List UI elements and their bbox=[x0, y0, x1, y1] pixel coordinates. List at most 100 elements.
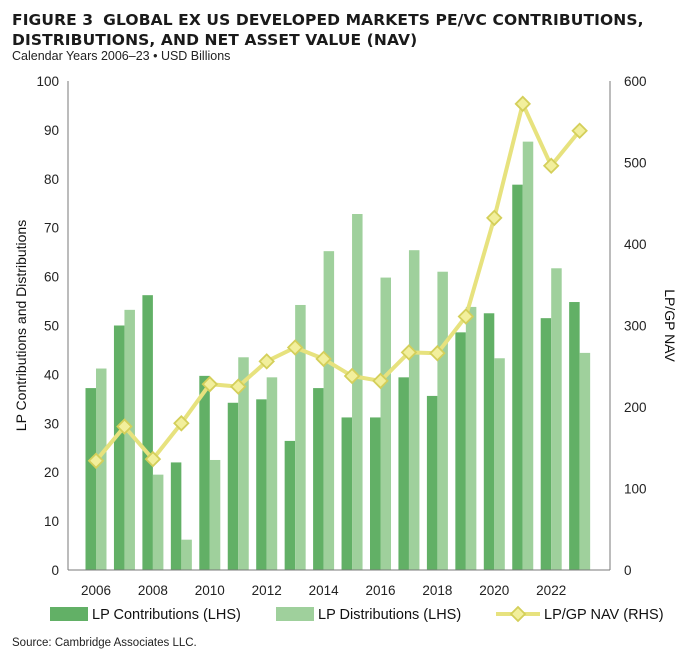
chart-title: FIGURE 3 GLOBAL EX US DEVELOPED MARKETS P… bbox=[12, 10, 692, 50]
y-right-tick-label: 400 bbox=[624, 237, 647, 252]
nav-marker bbox=[173, 415, 190, 432]
distribution-bar bbox=[96, 368, 107, 570]
y-right-tick-label: 500 bbox=[624, 156, 647, 171]
distribution-bar bbox=[579, 352, 591, 570]
distribution-bar bbox=[437, 271, 448, 570]
distribution-bar bbox=[380, 277, 391, 570]
distribution-bar bbox=[238, 357, 249, 570]
y-left-tick-label: 70 bbox=[44, 221, 59, 236]
nav-marker bbox=[286, 339, 304, 356]
nav-marker bbox=[514, 95, 532, 113]
x-tick-label: 2020 bbox=[479, 583, 509, 598]
nav-marker bbox=[201, 375, 219, 393]
contribution-bar bbox=[170, 462, 182, 570]
y-left-tick-label: 40 bbox=[44, 367, 59, 382]
y-right-tick-label: 300 bbox=[624, 319, 647, 334]
nav-marker bbox=[542, 157, 560, 175]
x-tick-label: 2022 bbox=[536, 583, 566, 598]
x-tick-label: 2008 bbox=[138, 583, 168, 598]
distribution-bar bbox=[152, 474, 164, 570]
x-tick-label: 2016 bbox=[365, 583, 395, 598]
nav-marker bbox=[486, 209, 503, 227]
title-text: GLOBAL EX US DEVELOPED MARKETS PE/VC CON… bbox=[12, 11, 644, 49]
x-tick-label: 2012 bbox=[252, 583, 282, 598]
contribution-bar bbox=[569, 302, 580, 570]
distribution-bar bbox=[124, 309, 135, 570]
contribution-bar bbox=[199, 375, 210, 570]
contribution-bar bbox=[426, 395, 438, 570]
y-right-axis-title: LP/GP NAV bbox=[662, 289, 678, 362]
nav-marker bbox=[116, 418, 133, 435]
legend-marker-nav bbox=[509, 605, 527, 623]
legend-swatch-contributions bbox=[50, 607, 88, 621]
distribution-bar bbox=[181, 539, 192, 570]
contribution-bar bbox=[483, 313, 495, 570]
contribution-bar bbox=[540, 318, 552, 570]
y-left-tick-label: 30 bbox=[44, 416, 59, 431]
distribution-bar bbox=[551, 268, 562, 570]
axes-layer bbox=[67, 81, 611, 571]
source-note: Source: Cambridge Associates LLC. bbox=[12, 637, 197, 649]
nav-marker bbox=[571, 122, 588, 139]
contribution-bar bbox=[455, 332, 466, 570]
contribution-bar bbox=[256, 399, 267, 570]
y-right-tick-label: 100 bbox=[624, 482, 647, 497]
distribution-bar bbox=[266, 377, 278, 570]
nav-marker bbox=[229, 378, 247, 395]
nav-marker bbox=[343, 367, 361, 385]
legend: LP Contributions (LHS) LP Distributions (… bbox=[50, 605, 664, 623]
contribution-bar bbox=[113, 325, 125, 570]
nav-marker bbox=[400, 344, 418, 361]
y-right-tick-label: 0 bbox=[624, 563, 632, 578]
distribution-bar bbox=[209, 459, 221, 570]
x-tick-label: 2010 bbox=[195, 583, 225, 598]
chart-subtitle: Calendar Years 2006–23 • USD Billions bbox=[12, 49, 231, 63]
nav-marker bbox=[429, 344, 446, 362]
y-left-tick-label: 20 bbox=[44, 465, 59, 480]
y-right-tick-label: 200 bbox=[624, 400, 647, 415]
distribution-bar bbox=[522, 141, 534, 571]
nav-line-layer bbox=[87, 95, 588, 470]
y-left-tick-label: 80 bbox=[44, 172, 59, 187]
nav-marker bbox=[87, 452, 105, 470]
contribution-bar bbox=[85, 388, 96, 570]
x-tick-label: 2018 bbox=[422, 583, 452, 598]
legend-label-distributions: LP Distributions (LHS) bbox=[318, 607, 461, 623]
y-left-tick-label: 100 bbox=[36, 74, 59, 89]
nav-marker bbox=[315, 350, 332, 368]
contribution-bar bbox=[341, 417, 353, 570]
axis-labels-layer: 0 10 20 30 40 50 60 70 80 90 100 0 100 200 300 400 500 60… bbox=[13, 74, 678, 598]
distribution-bar bbox=[295, 304, 306, 570]
distribution-bar bbox=[494, 358, 505, 570]
legend-swatch-distributions bbox=[276, 607, 314, 621]
y-right-tick-label: 600 bbox=[624, 74, 647, 89]
y-left-tick-label: 0 bbox=[51, 563, 59, 578]
contribution-bar bbox=[398, 377, 409, 570]
y-left-tick-label: 90 bbox=[44, 123, 59, 138]
contribution-bar bbox=[227, 402, 239, 570]
x-tick-label: 2014 bbox=[309, 583, 340, 598]
bars-layer bbox=[85, 141, 591, 571]
chart: 0 10 20 30 40 50 60 70 80 90 100 0 100 200 300 400 500 60… bbox=[13, 74, 678, 623]
legend-label-contributions: LP Contributions (LHS) bbox=[92, 607, 241, 623]
distribution-bar bbox=[408, 250, 420, 570]
nav-line bbox=[94, 101, 582, 463]
contribution-bar bbox=[370, 417, 381, 570]
nav-marker bbox=[457, 308, 475, 325]
nav-marker bbox=[258, 353, 275, 370]
y-left-tick-label: 60 bbox=[44, 270, 59, 285]
contribution-bar bbox=[313, 388, 324, 570]
y-left-tick-label: 10 bbox=[44, 514, 59, 529]
distribution-bar bbox=[323, 251, 335, 570]
contribution-bar bbox=[142, 295, 153, 570]
distribution-bar bbox=[352, 214, 363, 570]
y-left-tick-label: 50 bbox=[44, 319, 59, 334]
contribution-bar bbox=[284, 440, 296, 570]
contribution-bar bbox=[512, 184, 523, 570]
legend-label-nav: LP/GP NAV (RHS) bbox=[544, 607, 664, 623]
y-left-axis-title: LP Contributions and Distributions bbox=[13, 220, 29, 431]
nav-marker bbox=[372, 372, 389, 390]
figure-label: FIGURE 3 bbox=[12, 11, 94, 29]
distribution-bar bbox=[465, 306, 477, 570]
x-tick-label: 2006 bbox=[81, 583, 111, 598]
